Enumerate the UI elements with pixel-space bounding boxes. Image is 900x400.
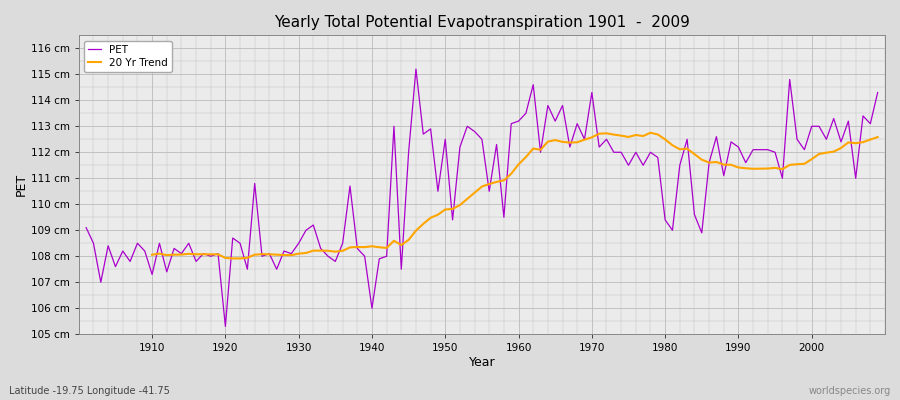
20 Yr Trend xyxy=(293,251,304,256)
PET xyxy=(872,90,883,95)
PET xyxy=(527,82,538,87)
Y-axis label: PET: PET xyxy=(15,173,28,196)
PET xyxy=(410,67,421,72)
Legend: PET, 20 Yr Trend: PET, 20 Yr Trend xyxy=(84,40,172,72)
Line: 20 Yr Trend: 20 Yr Trend xyxy=(152,133,878,258)
PET xyxy=(308,223,319,228)
Title: Yearly Total Potential Evapotranspiration 1901  -  2009: Yearly Total Potential Evapotranspiratio… xyxy=(274,15,689,30)
PET xyxy=(140,249,150,254)
PET xyxy=(616,150,626,155)
20 Yr Trend xyxy=(850,141,861,146)
Text: Latitude -19.75 Longitude -41.75: Latitude -19.75 Longitude -41.75 xyxy=(9,386,170,396)
20 Yr Trend xyxy=(828,149,839,154)
PET xyxy=(81,225,92,230)
20 Yr Trend xyxy=(322,248,333,253)
PET xyxy=(220,324,230,329)
PET xyxy=(520,111,531,116)
PET xyxy=(352,246,363,251)
Text: worldspecies.org: worldspecies.org xyxy=(809,386,891,396)
X-axis label: Year: Year xyxy=(469,356,495,369)
20 Yr Trend xyxy=(147,252,158,257)
20 Yr Trend xyxy=(872,135,883,140)
Line: PET: PET xyxy=(86,69,878,326)
20 Yr Trend xyxy=(228,256,238,261)
20 Yr Trend xyxy=(587,135,598,140)
20 Yr Trend xyxy=(527,146,538,151)
20 Yr Trend xyxy=(645,130,656,135)
